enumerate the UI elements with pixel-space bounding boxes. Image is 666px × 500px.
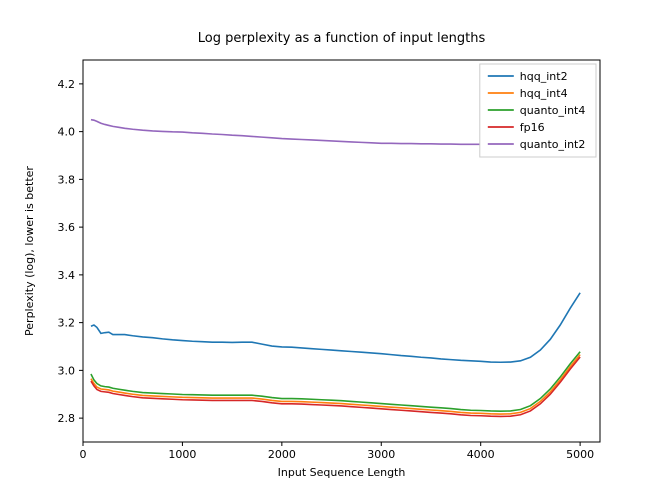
x-tick-label: 3000	[367, 448, 395, 461]
y-tick-label: 4.2	[58, 78, 76, 91]
y-tick-label: 2.8	[58, 412, 76, 425]
x-tick-label: 4000	[467, 448, 495, 461]
x-axis-label: Input Sequence Length	[278, 466, 406, 479]
chart-title: Log perplexity as a function of input le…	[198, 31, 486, 46]
x-tick-label: 1000	[168, 448, 196, 461]
y-axis-label: Perplexity (log), lower is better	[23, 166, 36, 336]
y-tick-label: 3.8	[58, 173, 76, 186]
y-tick-label: 4.0	[58, 126, 76, 139]
x-tick-label: 0	[80, 448, 87, 461]
y-tick-label: 3.2	[58, 317, 76, 330]
legend-label-hqq_int4: hqq_int4	[520, 87, 568, 100]
y-tick-label: 3.0	[58, 364, 76, 377]
chart-container: 0 1000 2000 3000 4000 5000 2.8 3.0 3.2 3.4 3.6 3.8 4…	[0, 0, 666, 500]
y-tick-label: 3.4	[58, 269, 76, 282]
legend-label-quanto_int4: quanto_int4	[520, 104, 586, 117]
chart-svg: 0 1000 2000 3000 4000 5000 2.8 3.0 3.2 3.4 3.6 3.8 4…	[0, 0, 666, 500]
y-tick-label: 3.6	[58, 221, 76, 234]
x-tick-label: 5000	[566, 448, 594, 461]
legend-label-quanto_int2: quanto_int2	[520, 138, 586, 151]
legend-label-fp16: fp16	[520, 121, 545, 134]
x-tick-label: 2000	[268, 448, 296, 461]
legend-label-hqq_int2: hqq_int2	[520, 70, 568, 83]
